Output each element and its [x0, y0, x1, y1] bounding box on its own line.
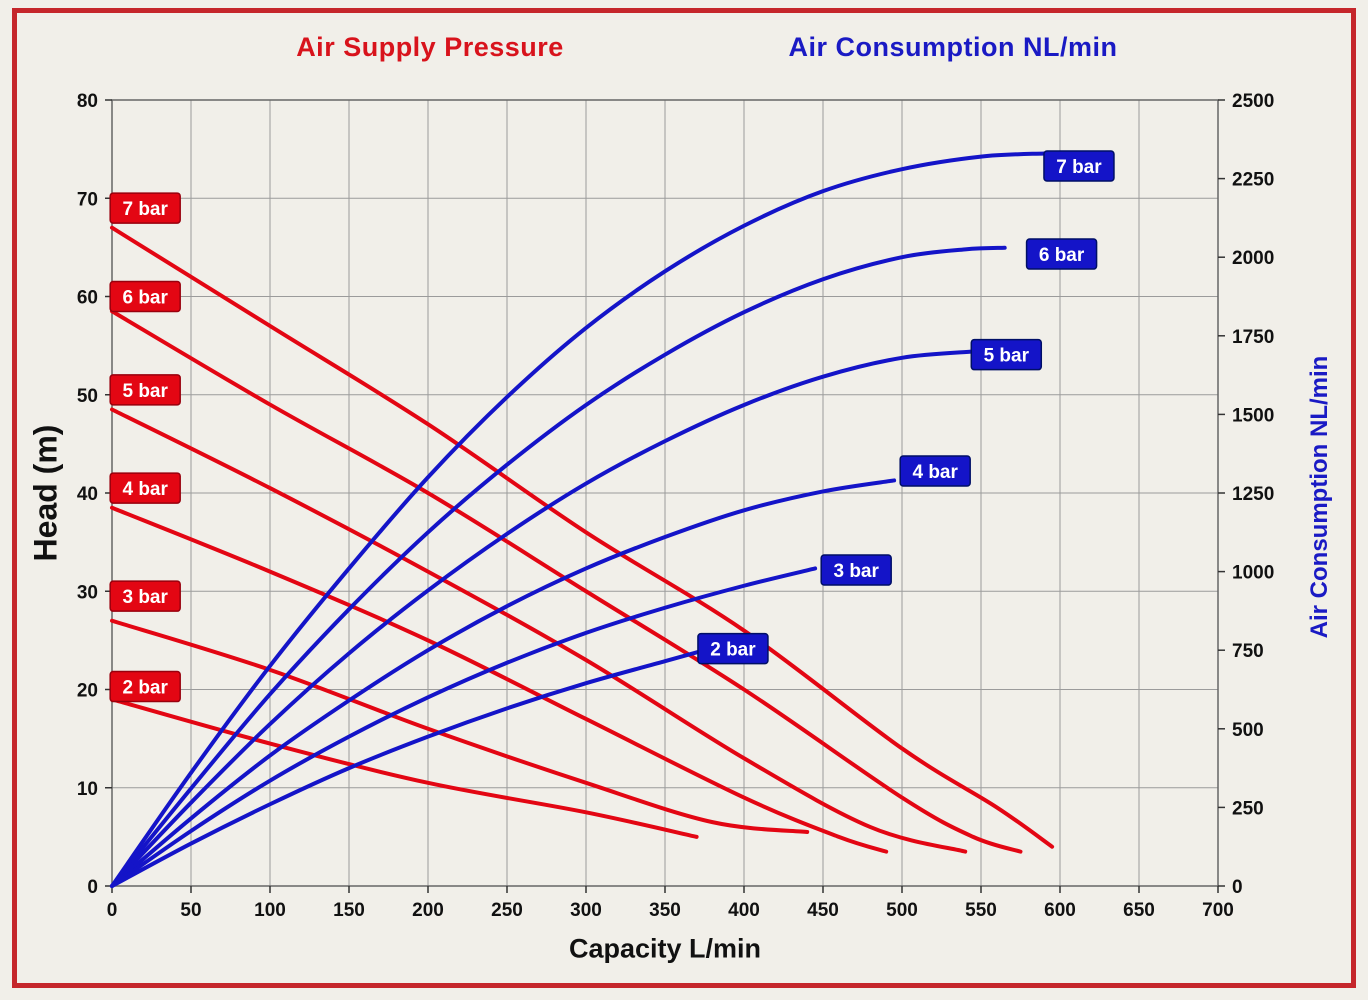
x-axis-tick-label: 0: [107, 900, 118, 921]
air-consumption-label-text-3-bar: 3 bar: [833, 561, 879, 582]
y-left-tick-label: 70: [77, 189, 98, 210]
x-axis-tick-label: 550: [965, 900, 997, 921]
y-left-tick-label: 0: [87, 877, 98, 898]
x-axis-tick-label: 100: [254, 900, 286, 921]
y-right-tick-label: 2000: [1232, 248, 1274, 269]
air-supply-label-box-7-bar: [109, 192, 181, 224]
air-consumption-label-box-5-bar: [970, 338, 1043, 371]
y-axis-label-head: Head (m): [27, 424, 64, 562]
x-axis-label-capacity: Capacity L/min: [568, 933, 762, 964]
chart-frame: [12, 8, 1356, 988]
air-consumption-label-text-5-bar: 5 bar: [984, 346, 1030, 367]
air-consumption-label-text-2-bar: 2 bar: [710, 640, 756, 661]
curve-air-supply-7-bar: [110, 225, 1055, 849]
air-supply-label-box-5-bar: [109, 374, 181, 406]
air-supply-label-text-3-bar: 3 bar: [122, 587, 168, 608]
title-air-supply-pressure: Air Supply Pressure: [296, 32, 564, 62]
y-right-tick-label: 0: [1232, 877, 1243, 898]
curve-air-consumption-2-bar: [110, 648, 707, 888]
curve-air-supply-6-bar: [110, 309, 1023, 854]
air-supply-label-text-4-bar: 4 bar: [122, 479, 168, 500]
y-right-tick-label: 1750: [1232, 327, 1274, 348]
air-consumption-label-text-4-bar: 4 bar: [912, 462, 958, 483]
x-axis-tick-label: 500: [886, 900, 918, 921]
y-right-tick-label: 1250: [1232, 484, 1274, 505]
air-supply-label-text-7-bar: 7 bar: [122, 199, 168, 220]
y-right-tick-label: 1000: [1232, 563, 1274, 584]
curve-air-supply-5-bar: [110, 407, 968, 854]
x-axis-tick-label: 450: [807, 900, 839, 921]
y-left-tick-label: 20: [77, 681, 98, 702]
air-supply-label-text-6-bar: 6 bar: [122, 288, 168, 309]
x-axis-tick-label: 150: [333, 900, 365, 921]
air-consumption-label-box-4-bar: [899, 455, 971, 487]
y-left-tick-label: 30: [77, 582, 98, 603]
y-right-tick-label: 500: [1232, 720, 1264, 741]
air-consumption-label-box-3-bar: [820, 554, 892, 586]
y-right-tick-label: 1500: [1232, 405, 1274, 426]
y-right-tick-label: 250: [1232, 798, 1264, 819]
curve-air-consumption-6-bar: [110, 245, 1007, 888]
air-consumption-label-box-6-bar: [1025, 238, 1098, 270]
curve-air-supply-2-bar: [110, 697, 699, 839]
x-axis-tick-label: 400: [728, 900, 760, 921]
x-axis-tick-label: 50: [180, 900, 201, 921]
air-supply-label-text-2-bar: 2 bar: [122, 678, 168, 699]
air-supply-label-box-4-bar: [109, 472, 181, 504]
y-left-tick-label: 40: [77, 484, 98, 505]
title-air-consumption: Air Consumption NL/min: [788, 32, 1118, 62]
x-axis-tick-label: 700: [1202, 900, 1234, 921]
y-axis-label-air-consumption: Air Consumption NL/min: [1306, 355, 1333, 639]
air-consumption-label-text-7-bar: 7 bar: [1056, 157, 1102, 178]
y-right-tick-label: 2250: [1232, 170, 1274, 191]
curve-air-consumption-3-bar: [110, 566, 818, 888]
curve-air-consumption-5-bar: [110, 349, 976, 888]
x-axis-tick-label: 650: [1123, 900, 1155, 921]
air-consumption-label-box-7-bar: [1043, 150, 1115, 182]
y-left-tick-label: 10: [77, 779, 98, 800]
y-right-tick-label: 2500: [1232, 91, 1274, 112]
air-consumption-label-text-6-bar: 6 bar: [1039, 245, 1085, 266]
y-left-tick-label: 50: [77, 386, 98, 407]
air-supply-label-box-6-bar: [109, 280, 181, 313]
curve-air-supply-4-bar: [110, 505, 889, 854]
air-supply-label-box-2-bar: [109, 670, 181, 703]
curve-air-supply-3-bar: [110, 618, 810, 834]
x-axis-tick-label: 600: [1044, 900, 1076, 921]
curve-air-consumption-7-bar: [110, 151, 1047, 888]
x-axis-tick-label: 300: [570, 900, 602, 921]
x-axis-tick-label: 250: [491, 900, 523, 921]
x-axis-tick-label: 200: [412, 900, 444, 921]
curve-air-consumption-4-bar: [110, 478, 897, 888]
y-left-tick-label: 80: [77, 91, 98, 112]
air-supply-label-box-3-bar: [109, 580, 181, 612]
y-right-tick-label: 750: [1232, 641, 1264, 662]
air-supply-label-text-5-bar: 5 bar: [122, 381, 168, 402]
air-consumption-label-box-2-bar: [697, 632, 769, 665]
x-axis-tick-label: 350: [649, 900, 681, 921]
y-left-tick-label: 60: [77, 288, 98, 309]
